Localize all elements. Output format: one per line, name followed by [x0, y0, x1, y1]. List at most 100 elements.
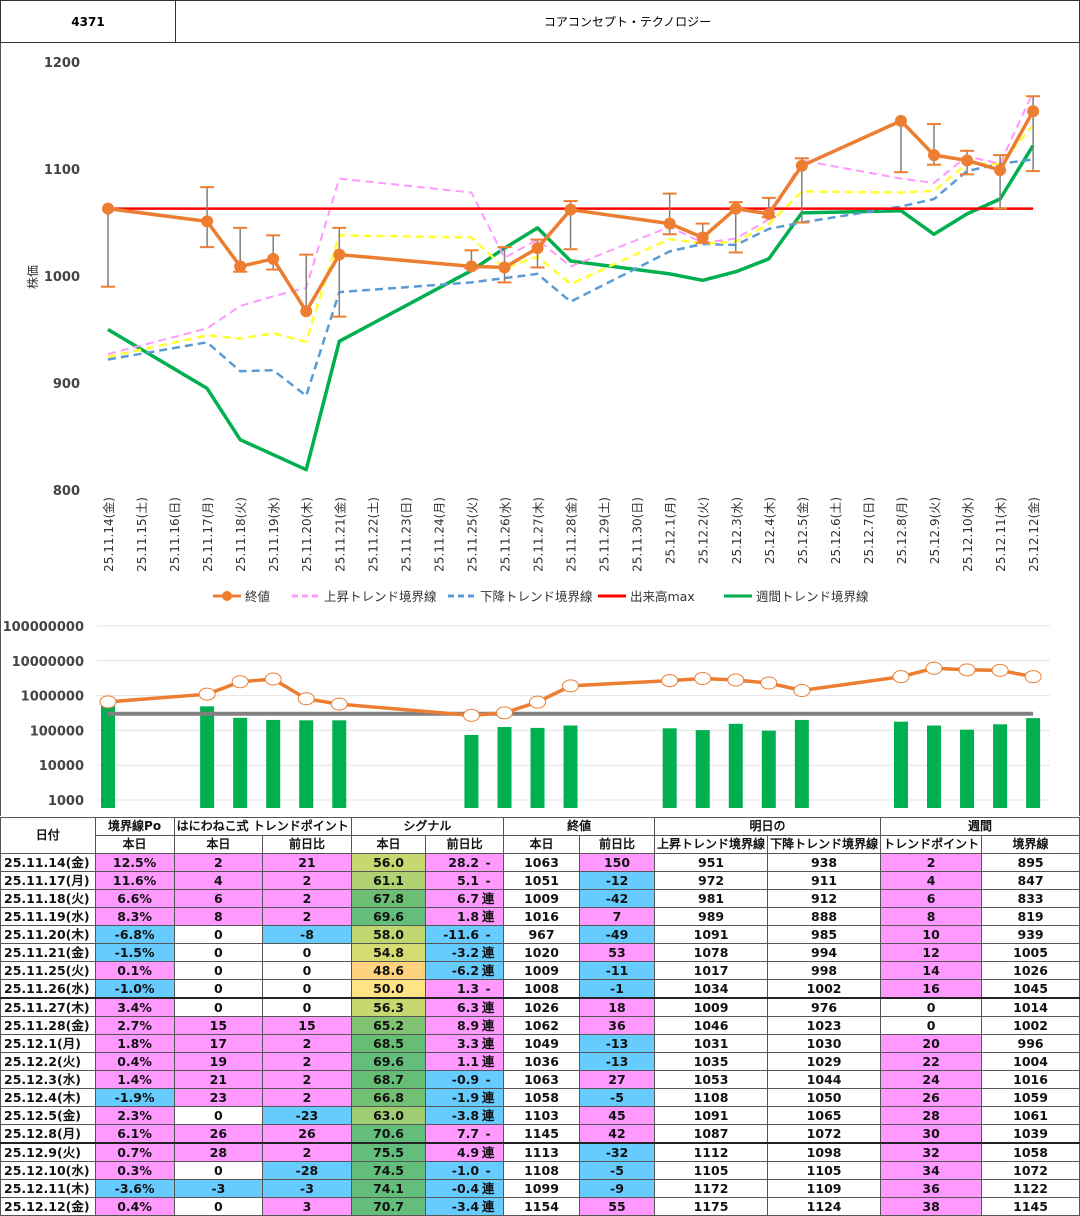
weekly-line-cell: 1061	[981, 1106, 1080, 1125]
tp-diff-cell: 2	[262, 1070, 352, 1089]
signal-diff-value: 1.3	[456, 981, 480, 996]
y-tick-label: 1100	[44, 163, 80, 178]
close-price-point	[762, 207, 775, 220]
lower-cell: 1109	[767, 1179, 882, 1198]
volume-bar	[530, 727, 545, 808]
close-cell: 1049	[503, 1034, 580, 1053]
signal-diff-value: -3.2	[451, 945, 480, 960]
signal-diff-cell: -1.9 連	[425, 1088, 505, 1107]
lower-cell: 1030	[767, 1034, 882, 1053]
upper-cell: 1172	[654, 1179, 769, 1198]
signal-cell: 66.8	[350, 1088, 427, 1107]
volume-bar	[927, 725, 941, 808]
upper-cell: 1091	[654, 925, 769, 944]
close-price-point	[300, 305, 313, 318]
weekly-line-cell: 939	[981, 925, 1080, 944]
weekly-line-cell: 1039	[981, 1124, 1080, 1144]
col-signal-today: 本日	[350, 835, 427, 854]
col-weekly-line: 境界線	[981, 835, 1080, 854]
mid-trend-line	[107, 124, 1035, 359]
weekly-tp-cell: 20	[880, 1034, 983, 1053]
tp-diff-cell: 2	[262, 1052, 352, 1071]
date-cell: 25.11.17(月)	[0, 871, 96, 890]
legend-label: 終値	[245, 589, 270, 604]
volume-bar	[728, 723, 743, 808]
close-diff-cell: 36	[578, 1016, 656, 1035]
volume-line-point	[760, 676, 778, 690]
date-cell: 25.12.1(月)	[0, 1034, 96, 1053]
signal-diff-value: 7.7	[456, 1126, 480, 1141]
volume-bar	[200, 706, 215, 808]
weekly-tp-cell: 34	[880, 1161, 983, 1180]
signal-cell: 63.0	[350, 1106, 427, 1125]
close-cell: 1099	[503, 1179, 580, 1198]
volume-line-point	[264, 672, 282, 686]
volume-line-point	[925, 661, 943, 675]
date-cell: 25.11.21(金)	[0, 943, 96, 962]
po-cell: -1.0%	[94, 979, 175, 999]
close-price-point	[729, 202, 742, 215]
volume-bar	[101, 704, 115, 808]
weekly-tp-cell: 14	[880, 961, 983, 980]
signal-cell: 61.1	[350, 871, 427, 890]
close-cell: 1058	[503, 1088, 580, 1107]
table-row: 25.12.1(月) 1.8% 17 2 68.5 3.3 連 1049 -13 1031 1030…	[0, 1034, 1080, 1053]
signal-cell: 56.0	[350, 853, 427, 872]
volume-line-point	[991, 663, 1009, 677]
x-tick-label: 25.12.10(水)	[961, 497, 975, 572]
signal-diff-cell: 8.9 連	[425, 1016, 505, 1035]
signal-diff-cell: 1.1 連	[425, 1052, 505, 1071]
legend-label: 上昇トレンド境界線	[324, 589, 437, 604]
close-diff-cell: -12	[578, 871, 656, 890]
col-date: 日付	[0, 817, 96, 854]
volume-bar	[464, 734, 479, 808]
volume-line-point	[297, 692, 315, 706]
volume-y-tick-label: 100000	[30, 724, 84, 739]
signal-streak-mark: -	[485, 855, 491, 870]
x-tick-label: 25.12.11(木)	[994, 497, 1008, 572]
close-cell: 1026	[503, 997, 580, 1017]
signal-streak-mark: 連	[481, 963, 495, 978]
tp-today-cell: 0	[173, 979, 264, 999]
tp-diff-cell: 3	[262, 1197, 352, 1216]
weekly-tp-cell: 2	[880, 853, 983, 872]
x-tick-label: 25.11.20(木)	[300, 497, 314, 572]
close-cell: 1009	[503, 961, 580, 980]
col-trend-point: はにわねこ式 トレンドポイント	[173, 817, 352, 836]
signal-streak-mark: 連	[481, 1018, 495, 1033]
signal-diff-cell: 5.1-	[425, 871, 505, 890]
po-cell: 0.4%	[94, 1052, 175, 1071]
volume-line-point	[694, 672, 712, 686]
volume-bar	[563, 725, 578, 808]
signal-streak-mark: 連	[481, 1036, 495, 1051]
tp-today-cell: 6	[173, 889, 264, 908]
upper-cell: 1017	[654, 961, 769, 980]
close-diff-cell: 27	[578, 1070, 656, 1089]
close-diff-cell: -49	[578, 925, 656, 944]
volume-bar	[332, 720, 347, 808]
volume-bar	[662, 728, 677, 808]
date-cell: 25.12.5(金)	[0, 1106, 96, 1125]
x-tick-label: 25.11.23(日)	[399, 497, 413, 572]
x-tick-label: 25.11.26(水)	[498, 497, 512, 572]
lower-cell: 976	[767, 997, 882, 1017]
x-tick-label: 25.11.16(日)	[168, 497, 182, 572]
po-cell: 12.5%	[94, 853, 175, 872]
signal-cell: 68.7	[350, 1070, 427, 1089]
date-cell: 25.11.27(木)	[0, 997, 96, 1017]
signal-streak-mark: 連	[481, 1054, 495, 1069]
close-price-point	[267, 252, 280, 265]
signal-streak-mark: -	[485, 981, 491, 996]
x-tick-label: 25.12.3(水)	[730, 497, 744, 564]
signal-streak-mark: 連	[481, 1181, 495, 1196]
col-signal-diff: 前日比	[425, 835, 505, 854]
signal-diff-cell: -0.9-	[425, 1070, 505, 1089]
lower-cell: 938	[767, 853, 882, 872]
volume-bar	[993, 724, 1008, 808]
close-price-point	[696, 231, 709, 244]
col-tp-today: 本日	[173, 835, 264, 854]
y-tick-label: 900	[53, 377, 80, 392]
volume-line-point	[892, 670, 910, 684]
signal-diff-cell: -3.8 連	[425, 1106, 505, 1125]
tp-today-cell: 0	[173, 1106, 264, 1125]
